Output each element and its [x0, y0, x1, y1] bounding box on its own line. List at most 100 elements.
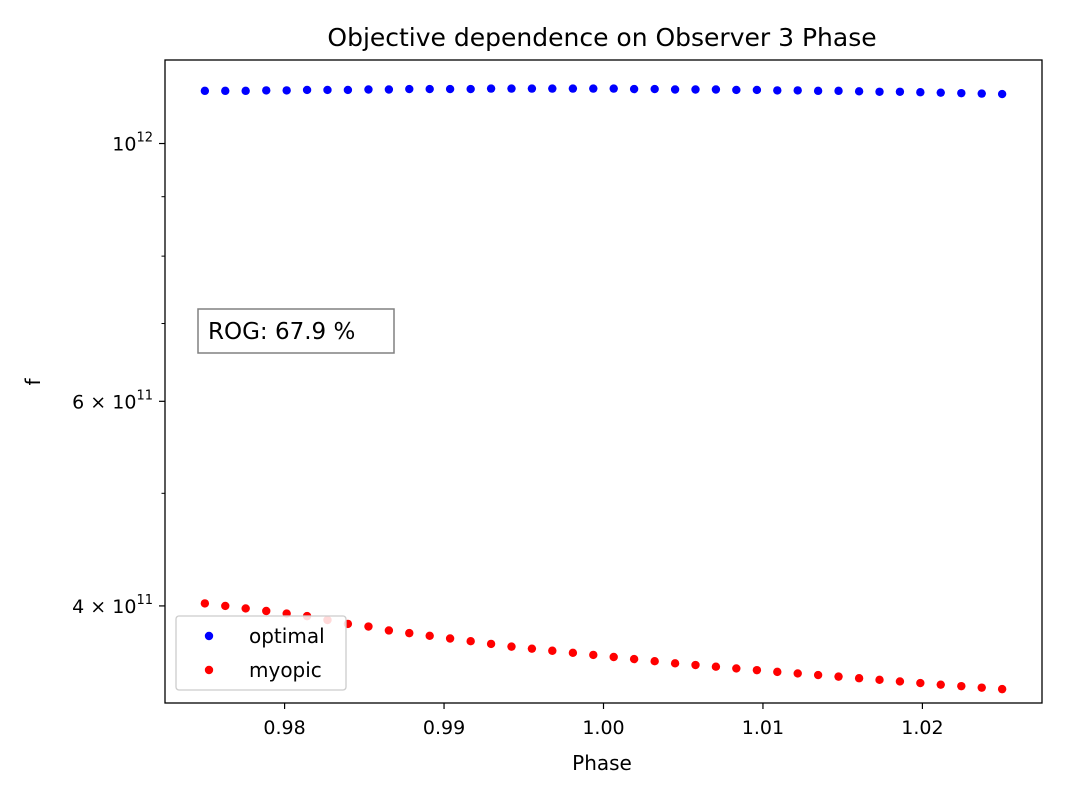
data-point-optimal [895, 87, 905, 96]
data-point-optimal [302, 85, 312, 95]
annotation-text: ROG: 67.9 % [208, 319, 355, 345]
legend-frame [175, 615, 347, 691]
data-point-myopic [895, 677, 905, 686]
data-point-optimal [262, 86, 271, 95]
data-point-myopic [691, 660, 700, 670]
y-tick-exponent: 11 [136, 388, 153, 403]
data-point-optimal [997, 89, 1007, 99]
data-point-optimal [957, 88, 966, 98]
data-point-myopic [854, 674, 864, 683]
data-point-optimal [875, 87, 884, 96]
data-point-myopic [793, 669, 802, 678]
data-point-myopic [834, 672, 843, 681]
annotation-box: ROG: 67.9 % [197, 308, 395, 354]
data-point-myopic [221, 601, 230, 611]
data-point-optimal [711, 85, 721, 94]
x-axis-ticks: 0.98 0.99 1.00 1.01 1.02 [263, 703, 944, 739]
data-point-optimal [854, 87, 864, 96]
data-point-optimal [486, 84, 496, 93]
data-point-myopic [629, 654, 639, 664]
data-point-myopic [466, 636, 475, 646]
data-point-myopic [262, 606, 271, 616]
data-point-optimal [323, 85, 332, 95]
legend: optimal myopic [175, 615, 347, 691]
data-point-optimal [629, 84, 639, 94]
data-point-myopic [507, 642, 516, 651]
x-tick-label: 1.02 [901, 717, 943, 739]
data-point-optimal [364, 85, 373, 94]
data-point-optimal [732, 85, 741, 95]
data-point-optimal [589, 84, 598, 93]
data-point-myopic [200, 599, 210, 608]
data-point-myopic [711, 662, 721, 671]
data-point-optimal [548, 84, 557, 93]
legend-marker-myopic [204, 665, 214, 675]
data-point-myopic [875, 675, 884, 685]
data-point-myopic [568, 648, 578, 658]
series-myopic [200, 599, 1007, 694]
data-point-myopic [548, 646, 557, 655]
data-point-optimal [670, 85, 680, 94]
data-point-myopic [813, 670, 823, 680]
data-point-optimal [813, 86, 823, 96]
data-point-optimal [221, 86, 230, 96]
y-axis-ticks: 1012 6 × 1011 4 × 10 11 [72, 131, 165, 618]
legend-label-optimal: optimal [249, 624, 325, 648]
data-point-optimal [282, 86, 291, 95]
y-tick-label: 6 × 1011 [72, 388, 153, 413]
data-point-optimal [200, 86, 210, 96]
y-axis-label: f [21, 378, 45, 386]
series-layer [200, 84, 1007, 694]
data-point-myopic [364, 622, 373, 631]
data-point-optimal [977, 89, 986, 98]
data-point-myopic [384, 626, 394, 635]
y-tick-mantissa: 4 × [72, 596, 112, 618]
y-tick-base: 10 [112, 596, 136, 618]
data-point-optimal [507, 84, 516, 93]
data-point-optimal [241, 86, 250, 96]
series-optimal [200, 84, 1007, 99]
data-point-optimal [773, 86, 782, 95]
data-point-myopic [997, 684, 1007, 694]
data-point-optimal [793, 86, 802, 95]
annotation-frame [197, 308, 395, 354]
y-tick-label: 1012 [112, 131, 153, 156]
data-point-myopic [425, 631, 434, 641]
data-point-myopic [670, 659, 680, 668]
data-point-myopic [916, 678, 925, 688]
legend-marker-optimal [204, 631, 214, 641]
data-point-optimal [916, 88, 925, 97]
x-tick-label: 1.00 [582, 717, 624, 739]
data-point-optimal [568, 84, 578, 93]
data-point-optimal [425, 84, 434, 94]
x-tick-label: 0.98 [263, 717, 305, 739]
data-point-optimal [384, 85, 394, 94]
data-point-optimal [650, 84, 659, 94]
data-point-myopic [609, 652, 618, 662]
data-point-myopic [589, 650, 598, 660]
data-point-optimal [527, 84, 537, 93]
y-tick-exponent: 12 [136, 131, 153, 146]
data-point-myopic [527, 644, 537, 653]
data-point-myopic [977, 683, 986, 692]
data-point-myopic [752, 665, 762, 675]
data-point-optimal [445, 84, 455, 94]
x-axis-label: Phase [572, 751, 632, 775]
data-point-myopic [445, 634, 455, 643]
data-point-optimal [936, 88, 945, 97]
data-point-myopic [957, 681, 966, 691]
data-point-optimal [752, 85, 762, 95]
data-point-myopic [650, 656, 659, 666]
data-point-myopic [241, 604, 250, 613]
plot-frame [164, 59, 1043, 704]
x-tick-label: 0.99 [423, 717, 465, 739]
data-point-myopic [486, 639, 496, 649]
data-point-optimal [691, 85, 700, 94]
x-tick-label: 1.01 [742, 717, 784, 739]
chart-title: Objective dependence on Observer 3 Phase [327, 23, 876, 52]
data-point-myopic [936, 680, 945, 689]
data-point-optimal [343, 85, 353, 95]
data-point-myopic [773, 667, 782, 677]
data-point-myopic [732, 664, 741, 673]
